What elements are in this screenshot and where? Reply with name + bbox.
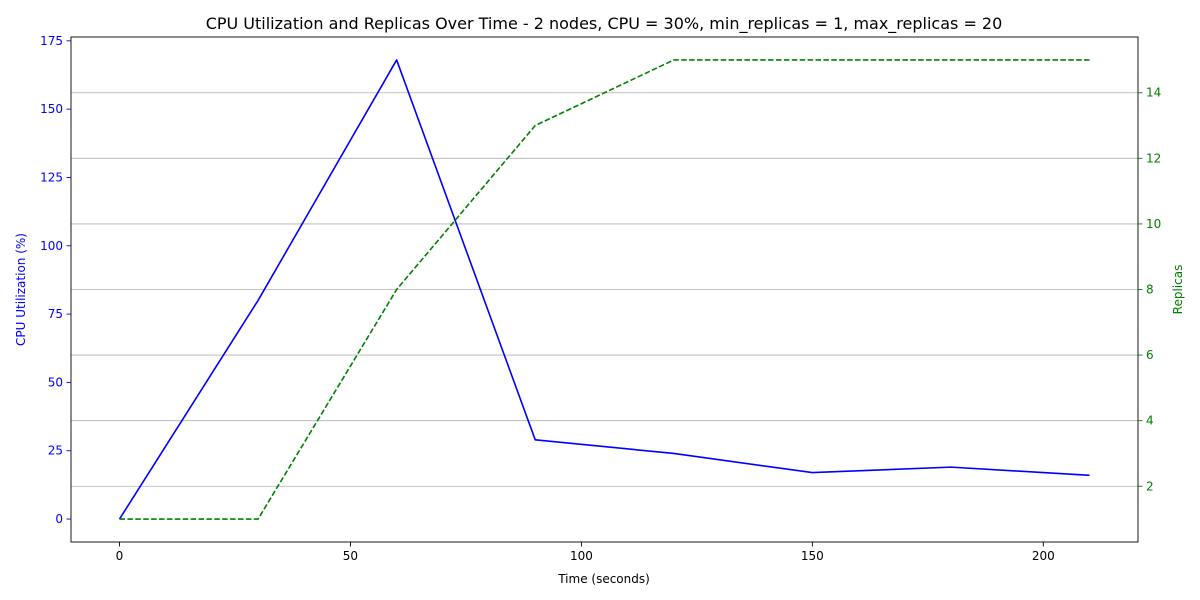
y-right-tick-label: 10 (1146, 217, 1161, 231)
x-tick-label: 0 (116, 549, 124, 563)
y-axis-right-label: Replicas (1171, 265, 1185, 315)
y-left-tick-label: 150 (40, 102, 63, 116)
series-line-replicas (119, 59, 1090, 520)
y-axis-left-label: CPU Utilization (%) (14, 233, 28, 346)
x-axis-label: Time (seconds) (557, 572, 650, 586)
chart-title: CPU Utilization and Replicas Over Time -… (206, 14, 1003, 34)
y-right-tick-label: 8 (1146, 283, 1154, 297)
series-group (118, 59, 1090, 520)
y-right-tick-label: 2 (1146, 479, 1154, 493)
x-tick-label: 150 (801, 549, 824, 563)
y-left-tick-label: 100 (40, 239, 63, 253)
y-left-tick-label: 25 (48, 444, 63, 458)
x-tick-label: 100 (570, 549, 593, 563)
y-left-tick-label: 125 (40, 170, 63, 184)
y-left-tick-label: 75 (48, 307, 63, 321)
y-right-tick-label: 12 (1146, 151, 1161, 165)
y-left-tick-label: 0 (55, 512, 63, 526)
y-right-tick-label: 14 (1146, 86, 1161, 100)
x-tick-label: 200 (1032, 549, 1055, 563)
ticks: 0 50 100 150 200 0 25 50 75 100 125 150 175 2 4 6 8 10 12 1… (40, 34, 1161, 563)
grid (71, 92, 1138, 487)
y-right-tick-label: 6 (1146, 348, 1154, 362)
y-left-tick-label: 175 (40, 34, 63, 48)
y-left-tick-label: 50 (48, 375, 63, 389)
x-tick-label: 50 (343, 549, 358, 563)
series-line-cpu (118, 59, 1090, 520)
y-right-tick-label: 4 (1146, 414, 1154, 428)
